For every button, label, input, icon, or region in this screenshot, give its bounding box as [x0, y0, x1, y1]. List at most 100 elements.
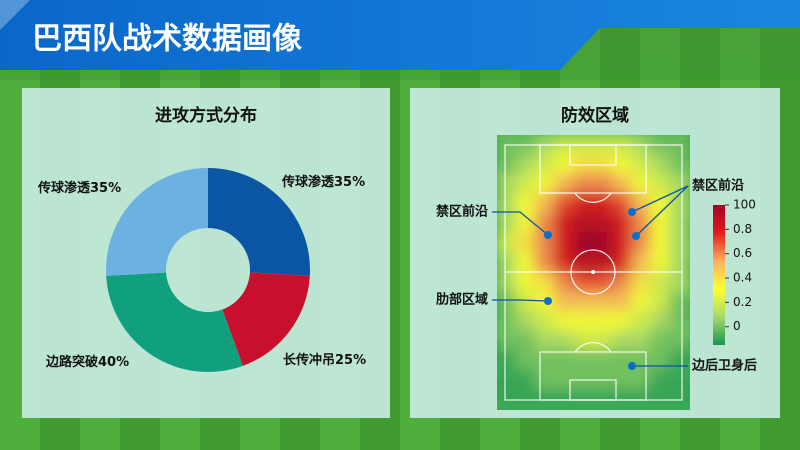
heat-cell: [573, 173, 595, 195]
heat-cell: [592, 291, 614, 313]
heat-cell: [611, 173, 634, 195]
heat-cell: [534, 369, 556, 392]
heat-cell: [515, 369, 537, 392]
heat-cell: [573, 251, 595, 274]
heat-cell: [592, 173, 614, 195]
heat-cell: [497, 369, 518, 392]
heat-cell: [650, 192, 672, 215]
heat-cell: [497, 291, 518, 313]
heat-cell: [515, 192, 537, 215]
heat-cell: [553, 192, 576, 215]
heat-cell: [669, 192, 690, 215]
heat-cell: [631, 271, 653, 294]
segment-value: 40%: [98, 355, 129, 370]
banner-accent: [0, 0, 30, 30]
heat-cell: [497, 153, 518, 176]
donut-segment: [222, 272, 310, 366]
donut-segment: [105, 168, 208, 276]
heat-cell: [669, 251, 690, 274]
heat-cell: [553, 291, 576, 313]
heat-cell: [515, 251, 537, 274]
penalty-arc: [574, 192, 612, 203]
heat-cell: [573, 291, 595, 313]
heat-cell: [631, 310, 653, 333]
heat-cell: [669, 212, 690, 235]
heat-cell: [534, 153, 556, 176]
heat-cell: [650, 350, 672, 372]
heat-cell: [650, 173, 672, 195]
heat-cell: [650, 330, 672, 353]
segment-name: 传球渗透: [37, 180, 90, 196]
segment-label: 长传冲吊25%: [283, 352, 366, 368]
segment-label: 传球渗透35%: [281, 174, 365, 190]
heat-cell: [592, 192, 614, 215]
colorbar-tick-label: 0.6: [733, 246, 752, 260]
leader-line: [631, 185, 689, 213]
donut-segment: [106, 272, 243, 372]
heat-cell: [534, 212, 556, 235]
segment-value: 35%: [90, 181, 121, 196]
heat-cell: [650, 251, 672, 274]
heat-cell: [650, 291, 672, 313]
heat-cell: [497, 271, 518, 294]
heat-cell: [592, 350, 614, 372]
colorbar-tick-label: 100: [733, 198, 756, 212]
heat-cell: [553, 232, 576, 254]
heat-cell: [573, 232, 595, 254]
colorbar-tick-label: 0.4: [733, 271, 752, 285]
heat-cell: [669, 291, 690, 313]
heat-cell: [611, 271, 634, 294]
heat-cell: [534, 330, 556, 353]
heat-cell: [631, 369, 653, 392]
heat-cell: [515, 330, 537, 353]
segment-name: 长传冲吊: [283, 352, 335, 368]
heat-cell: [497, 330, 518, 353]
heat-cell: [497, 232, 518, 254]
leader-line: [635, 185, 689, 237]
heat-cell: [553, 350, 576, 372]
heat-cell: [611, 232, 634, 254]
heat-cell: [611, 310, 634, 333]
colorbar-tick-label: 0.2: [733, 295, 752, 309]
heat-cell: [515, 173, 537, 195]
heat-cell: [650, 232, 672, 254]
heat-cell: [592, 232, 614, 254]
segment-label: 传球渗透35%: [37, 180, 121, 196]
heat-cell: [553, 173, 576, 195]
panel-title: 进攻方式分布: [155, 105, 257, 126]
heat-cell: [592, 310, 614, 333]
heat-cell: [573, 192, 595, 215]
heat-cell: [631, 251, 653, 274]
segment-name: 传球渗透: [281, 174, 334, 190]
donut-segment: [208, 168, 310, 276]
segment-label: 边路突破40%: [45, 354, 129, 370]
penalty-arc: [574, 342, 612, 353]
heat-cell: [534, 192, 556, 215]
annotation-dot: [632, 232, 640, 240]
heat-cell: [631, 173, 653, 195]
annotation-dot: [544, 297, 552, 305]
heat-cell: [515, 232, 537, 254]
heat-cell: [611, 212, 634, 235]
heat-cell: [573, 310, 595, 333]
heat-cell: [573, 330, 595, 353]
heat-cell: [669, 232, 690, 254]
heat-cell: [534, 251, 556, 274]
heat-cell: [497, 192, 518, 215]
heat-cell: [669, 173, 690, 195]
heat-cell: [650, 153, 672, 176]
heat-cell: [534, 310, 556, 333]
goal-box: [569, 379, 617, 401]
annotation: 边后卫身后: [691, 358, 757, 374]
heat-cell: [515, 153, 537, 176]
heat-cell: [631, 153, 653, 176]
annotation: 肋部区域: [436, 292, 488, 308]
goal-box: [569, 144, 617, 166]
segment-name: 边路突破: [45, 354, 98, 370]
heat-cell: [497, 251, 518, 274]
heat-cell: [553, 310, 576, 333]
heat-cell: [497, 350, 518, 372]
heat-cell: [534, 271, 556, 294]
heat-cell: [669, 153, 690, 176]
